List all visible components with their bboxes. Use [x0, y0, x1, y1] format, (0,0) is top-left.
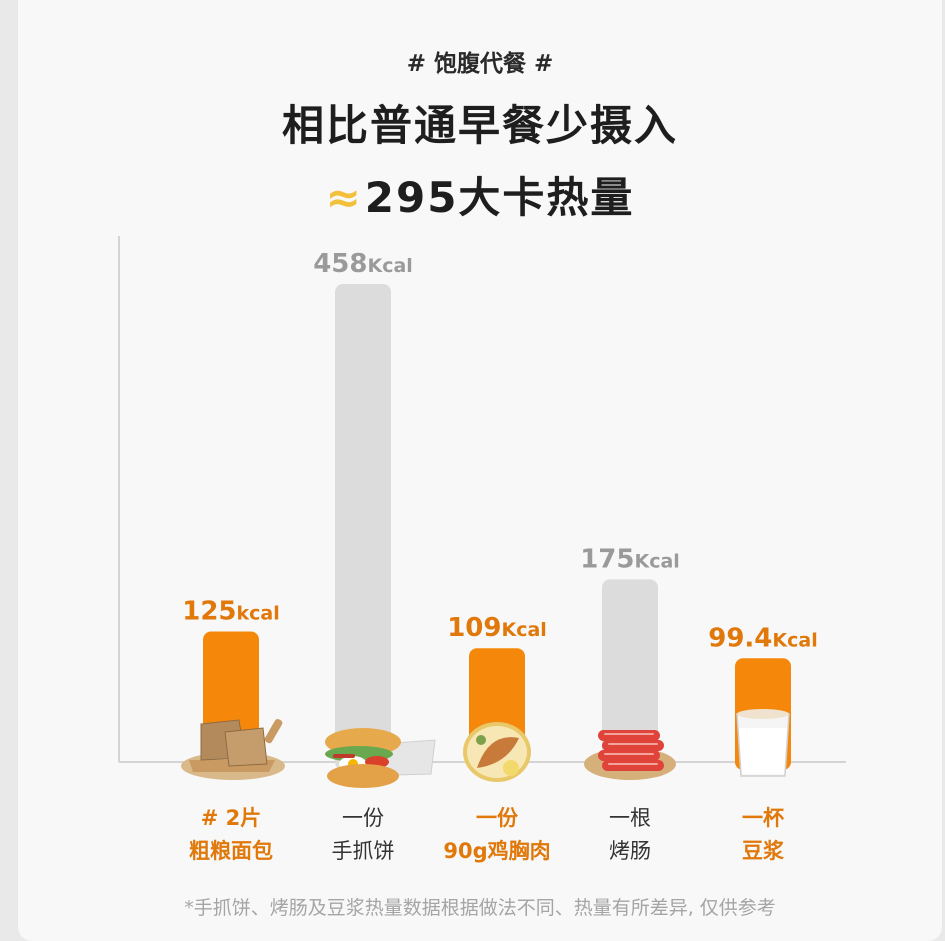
bar-2: [335, 284, 391, 770]
sausage-icon: [584, 730, 676, 780]
value-label-1: 125kcal: [182, 597, 280, 627]
hashtag-title: # 饱腹代餐 #: [406, 51, 554, 77]
value-label-2: 458Kcal: [313, 249, 413, 279]
category-label-5-line2: 豆浆: [742, 839, 785, 863]
headline-line1: 相比普通早餐少摄入: [281, 101, 678, 150]
chicken-breast-icon: [463, 722, 531, 782]
headline-line2: ≈295大卡热量: [18, 164, 942, 225]
value-label-5: 99.4Kcal: [708, 623, 817, 653]
value-label-3: 109Kcal: [447, 613, 547, 643]
approx-symbol: ≈: [325, 173, 363, 222]
category-label-2-line1: 一份: [342, 806, 384, 830]
category-label-5-line1: 一杯: [742, 806, 784, 830]
footnote: *手抓饼、烤肠及豆浆热量数据根据做法不同、热量有所差异, 仅供参考: [184, 897, 776, 919]
category-label-3-line2: 90g鸡胸肉: [443, 839, 550, 863]
category-label-2-line2: 手抓饼: [332, 839, 395, 863]
category-label-4-line1: 一根: [609, 806, 651, 830]
bread-icon: [181, 718, 285, 780]
category-label-1-line1: # 2片: [201, 806, 262, 830]
value-label-4: 175Kcal: [580, 544, 680, 574]
soy-milk-icon: [736, 709, 790, 777]
category-label-3-line1: 一份: [476, 806, 519, 830]
category-label-4-line2: 烤肠: [609, 839, 651, 863]
bar-4: [602, 579, 658, 770]
category-label-1-line2: 粗粮面包: [189, 839, 273, 863]
pancake-icon: [325, 728, 436, 788]
infographic-card: # 饱腹代餐 # 相比普通早餐少摄入 ≈295大卡热量 125kcal # 2片粗…: [18, 0, 942, 941]
headline-line2-text: 295大卡热量: [364, 173, 635, 222]
